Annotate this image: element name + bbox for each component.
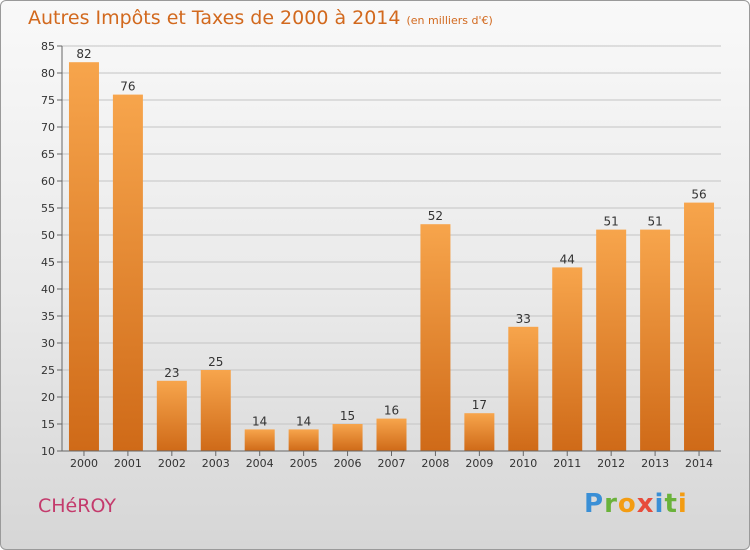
logo-letter: i bbox=[654, 489, 665, 519]
y-tick-label: 60 bbox=[41, 175, 55, 188]
x-axis: 2000 2001 2002 2003 2004 2005 2006 2007 2008 2009… bbox=[62, 450, 721, 470]
value-label: 25 bbox=[208, 355, 223, 369]
value-label: 14 bbox=[252, 414, 267, 428]
chart-unit: (en milliers d'€) bbox=[406, 14, 493, 27]
y-tick-label: 85 bbox=[41, 40, 55, 53]
bar bbox=[684, 202, 715, 451]
value-label: 44 bbox=[560, 252, 575, 266]
chart-title-text: Autres Impôts et Taxes de 2000 à 2014 bbox=[28, 7, 401, 29]
x-tick-label: 2006 bbox=[334, 457, 362, 470]
bar bbox=[508, 326, 539, 451]
bar bbox=[288, 429, 319, 451]
logo-letter: t bbox=[664, 489, 678, 519]
y-tick-label: 35 bbox=[41, 310, 55, 323]
value-labels: 82 76 23 25 14 14 15 16 52 17 33 44 51 51 56 bbox=[76, 47, 706, 428]
y-tick-label: 65 bbox=[41, 148, 55, 161]
x-tick-label: 2008 bbox=[421, 457, 449, 470]
bar bbox=[376, 418, 407, 451]
x-tick-label: 2009 bbox=[465, 457, 493, 470]
y-tick-label: 45 bbox=[41, 256, 55, 269]
value-label: 16 bbox=[384, 404, 399, 418]
x-tick-label: 2001 bbox=[114, 457, 142, 470]
x-tick-label: 2014 bbox=[685, 457, 713, 470]
value-label: 52 bbox=[428, 209, 443, 223]
x-tick-label: 2011 bbox=[553, 457, 581, 470]
bar bbox=[156, 380, 187, 451]
y-tick-label: 75 bbox=[41, 94, 55, 107]
y-tick-label: 15 bbox=[41, 418, 55, 431]
y-tick-label: 20 bbox=[41, 391, 55, 404]
x-tick-label: 2000 bbox=[70, 457, 98, 470]
proxiti-logo: Proxiti bbox=[584, 489, 688, 519]
value-label: 82 bbox=[76, 47, 91, 61]
x-tick-label: 2005 bbox=[290, 457, 318, 470]
x-tick-label: 2004 bbox=[246, 457, 274, 470]
y-tick-label: 30 bbox=[41, 337, 55, 350]
value-label: 51 bbox=[604, 215, 619, 229]
bar bbox=[332, 424, 363, 451]
value-label: 23 bbox=[164, 366, 179, 380]
value-label: 56 bbox=[691, 188, 706, 202]
y-axis: 10 15 20 25 30 35 40 45 50 55 60 65 70 75 80 85 bbox=[41, 40, 63, 458]
value-label: 33 bbox=[516, 312, 531, 326]
logo-letter: P bbox=[584, 489, 605, 519]
commune-name: CHéROY bbox=[38, 495, 116, 517]
bar bbox=[200, 370, 231, 451]
y-tick-label: 25 bbox=[41, 364, 55, 377]
y-tick-label: 40 bbox=[41, 283, 55, 296]
x-tick-label: 2003 bbox=[202, 457, 230, 470]
logo-letter: o bbox=[617, 489, 637, 519]
value-label: 76 bbox=[120, 80, 135, 94]
bar bbox=[640, 229, 671, 451]
bar bbox=[596, 229, 627, 451]
x-tick-label: 2002 bbox=[158, 457, 186, 470]
logo-letter: i bbox=[677, 489, 688, 519]
x-tick-label: 2007 bbox=[378, 457, 406, 470]
value-label: 17 bbox=[472, 398, 487, 412]
value-label: 14 bbox=[296, 414, 311, 428]
y-tick-label: 55 bbox=[41, 202, 55, 215]
x-tick-label: 2012 bbox=[597, 457, 625, 470]
value-label: 51 bbox=[647, 215, 662, 229]
value-label: 15 bbox=[340, 409, 355, 423]
x-tick-label: 2010 bbox=[509, 457, 537, 470]
y-tick-label: 50 bbox=[41, 229, 55, 242]
bar bbox=[68, 62, 99, 451]
chart-title: Autres Impôts et Taxes de 2000 à 2014 (en… bbox=[28, 7, 493, 29]
logo-letter: x bbox=[636, 489, 655, 519]
y-tick-label: 80 bbox=[41, 67, 55, 80]
bar bbox=[420, 224, 451, 451]
x-tick-label: 2013 bbox=[641, 457, 669, 470]
bar bbox=[552, 267, 583, 451]
bar bbox=[112, 94, 143, 451]
bar bbox=[464, 413, 495, 451]
bars bbox=[68, 62, 715, 451]
y-tick-label: 10 bbox=[41, 445, 55, 458]
y-tick-label: 70 bbox=[41, 121, 55, 134]
logo-letter: r bbox=[604, 489, 618, 519]
bar bbox=[244, 429, 275, 451]
